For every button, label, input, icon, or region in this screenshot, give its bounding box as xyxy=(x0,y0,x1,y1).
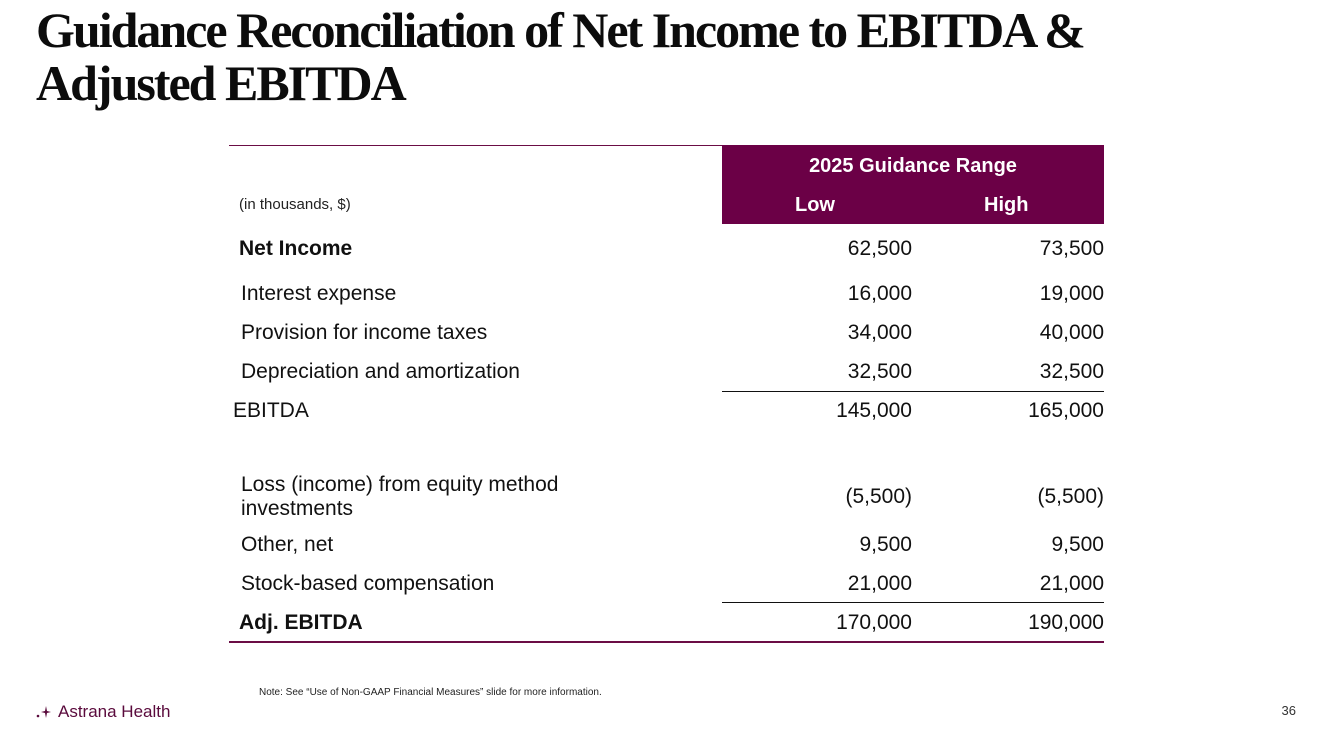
row-high-value: 32,500 xyxy=(1039,360,1104,383)
row-high-value: 21,000 xyxy=(1039,572,1104,595)
row-label: Interest expense xyxy=(241,282,397,305)
row-low-value: 170,000 xyxy=(836,611,912,634)
page-number: 36 xyxy=(1281,703,1296,718)
row-label: Net Income xyxy=(239,237,353,260)
logo-text: Astrana Health xyxy=(58,702,171,721)
row-high-value: 73,500 xyxy=(1039,237,1104,260)
footnote: Note: See “Use of Non-GAAP Financial Mea… xyxy=(259,687,602,698)
reconciliation-table: 2025 Guidance Range Low High (in thousan… xyxy=(229,145,1104,645)
sparkle-icon xyxy=(36,706,51,718)
row-low-value: 145,000 xyxy=(836,399,912,422)
units-label: (in thousands, $) xyxy=(239,196,351,213)
row-low-value: (5,500) xyxy=(845,485,912,508)
subtotal-rule xyxy=(722,391,1104,392)
table-top-rule xyxy=(229,145,1104,146)
row-high-value: 40,000 xyxy=(1039,321,1104,344)
guidance-range-header: 2025 Guidance Range xyxy=(809,155,1017,177)
company-logo: Astrana Health xyxy=(36,702,170,722)
row-high-value: 190,000 xyxy=(1028,611,1104,634)
row-low-value: 16,000 xyxy=(847,282,912,305)
guidance-header: 2025 Guidance Range Low High xyxy=(722,145,1104,224)
row-label: Depreciation and amortization xyxy=(241,360,520,383)
row-high-value: (5,500) xyxy=(1037,485,1104,508)
row-low-value: 32,500 xyxy=(847,360,912,383)
row-label: Other, net xyxy=(241,533,334,556)
low-column-header: Low xyxy=(795,194,835,216)
high-column-header: High xyxy=(984,194,1029,216)
row-label: EBITDA xyxy=(233,399,309,422)
row-low-value: 9,500 xyxy=(859,533,912,556)
row-label: Provision for income taxes xyxy=(241,321,488,344)
table-bottom-rule xyxy=(229,641,1104,643)
row-label: Adj. EBITDA xyxy=(239,611,363,634)
page-title: Guidance Reconciliation of Net Income to… xyxy=(36,2,1086,111)
row-high-value: 165,000 xyxy=(1028,399,1104,422)
row-low-value: 34,000 xyxy=(847,321,912,344)
row-low-value: 21,000 xyxy=(847,572,912,595)
row-label: Stock-based compensation xyxy=(241,572,495,595)
total-rule xyxy=(722,602,1104,603)
row-label: Loss (income) from equity method investm… xyxy=(241,473,559,520)
row-low-value: 62,500 xyxy=(847,237,912,260)
row-high-value: 9,500 xyxy=(1051,533,1104,556)
row-high-value: 19,000 xyxy=(1039,282,1104,305)
